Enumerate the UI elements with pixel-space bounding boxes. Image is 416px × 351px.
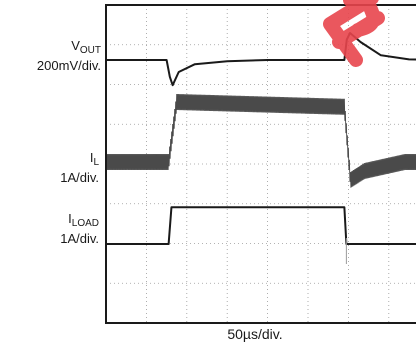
iload-label: ILOAD 1A/div.: [0, 211, 99, 246]
plot-frame: [105, 4, 416, 324]
watermark-letter-r: [323, 0, 385, 67]
vout-label: VOUT 200mV/div.: [0, 38, 101, 73]
watermark: [323, 0, 385, 67]
x-axis-label: 50µs/div.: [227, 326, 283, 342]
il-scale: 1A/div.: [60, 170, 99, 185]
traces: [105, 32, 416, 264]
vout-scale: 200mV/div.: [36, 58, 101, 73]
il-label: IL 1A/div.: [0, 150, 99, 185]
il-trace: [105, 93, 416, 188]
vout-trace: [106, 32, 416, 87]
iload-trace: [106, 206, 416, 245]
iload-scale: 1A/div.: [60, 231, 99, 246]
